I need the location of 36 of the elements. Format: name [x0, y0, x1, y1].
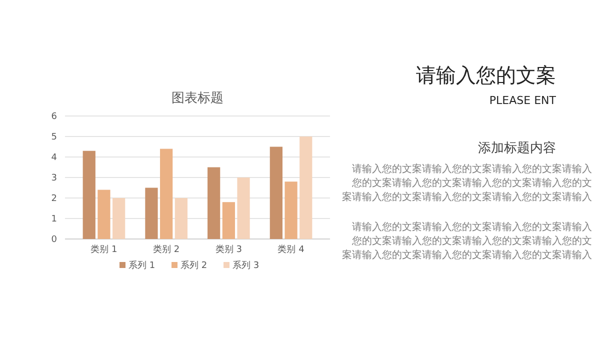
text: 您的文案请输入您的文案请输入您的文案请输入您的文	[351, 235, 592, 247]
bar	[112, 198, 126, 239]
y-tick-label: 5	[51, 132, 57, 143]
y-tick-label: 6	[51, 112, 58, 122]
text: 请输入您的文案请输入您的文案请输入您的文案请输入	[352, 163, 592, 175]
bar	[82, 150, 96, 239]
y-tick-label: 3	[51, 174, 57, 184]
bar	[160, 148, 173, 239]
x-tick-label: 类别 1	[90, 244, 118, 255]
bar	[222, 202, 235, 239]
bar	[208, 167, 220, 239]
bar	[284, 182, 298, 239]
y-tick-label: 2	[51, 194, 57, 204]
legend-label: 系列 1	[128, 260, 156, 271]
text: 您的文案请输入您的文案请输入您的文案请输入您的文	[351, 177, 592, 189]
text: 请输入您的文案请输入您的文案请输入您的文案请输入	[352, 221, 592, 233]
y-tick-label: 4	[51, 153, 58, 164]
bar	[237, 178, 250, 239]
text: 请输入您的文案	[416, 63, 556, 87]
bar	[98, 190, 110, 239]
x-tick-label: 类别 3	[215, 244, 242, 255]
y-tick-label: 1	[51, 214, 57, 225]
legend-label: 系列 2	[180, 260, 208, 271]
legend-label: 系列 3	[232, 260, 260, 271]
bar	[270, 146, 282, 239]
text: 案请输入您的文案请输入您的文案请输入您的文案请输入	[342, 249, 592, 261]
text: 案请输入您的文案请输入您的文案请输入您的文案请输入	[342, 191, 592, 203]
text: 添加标题内容	[478, 140, 556, 156]
bar	[174, 198, 188, 239]
chart-title: 图表标题	[172, 91, 224, 106]
x-tick-label: 类别 4	[278, 244, 305, 255]
bar	[300, 136, 312, 239]
text: PLEASE ENT	[489, 94, 556, 107]
y-tick-label: 0	[51, 235, 58, 246]
x-tick-label: 类别 2	[153, 244, 180, 255]
bar	[145, 188, 158, 239]
